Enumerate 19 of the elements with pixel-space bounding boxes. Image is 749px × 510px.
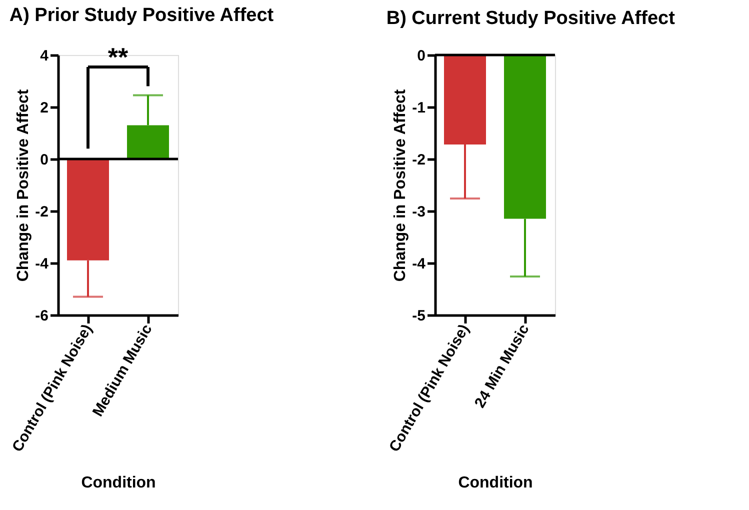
y-tick-label: -3: [412, 204, 426, 220]
x-axis-title: Condition: [458, 474, 533, 492]
y-tick-label: 2: [40, 100, 48, 116]
y-tick-label: -1: [412, 100, 426, 116]
y-tick-label: -4: [412, 256, 426, 272]
y-tick-label: -2: [412, 152, 426, 168]
y-tick-label: 4: [40, 48, 50, 64]
y-tick-label: -6: [35, 308, 48, 324]
y-tick-label: -5: [412, 308, 426, 324]
y-axis-title: Change in Positive Affect: [392, 88, 410, 282]
chart-title: B) Current Study Positive Affect: [386, 8, 676, 29]
chart-title: A) Prior Study Positive Affect: [9, 5, 274, 26]
y-tick-label: 0: [40, 152, 48, 168]
y-tick-label: -2: [35, 204, 48, 220]
annotation: **: [108, 42, 129, 72]
y-tick-label: 0: [417, 48, 426, 64]
x-axis-title: Condition: [81, 474, 156, 492]
y-axis-title: Change in Positive Affect: [15, 88, 32, 282]
y-tick-label: -4: [35, 256, 50, 272]
